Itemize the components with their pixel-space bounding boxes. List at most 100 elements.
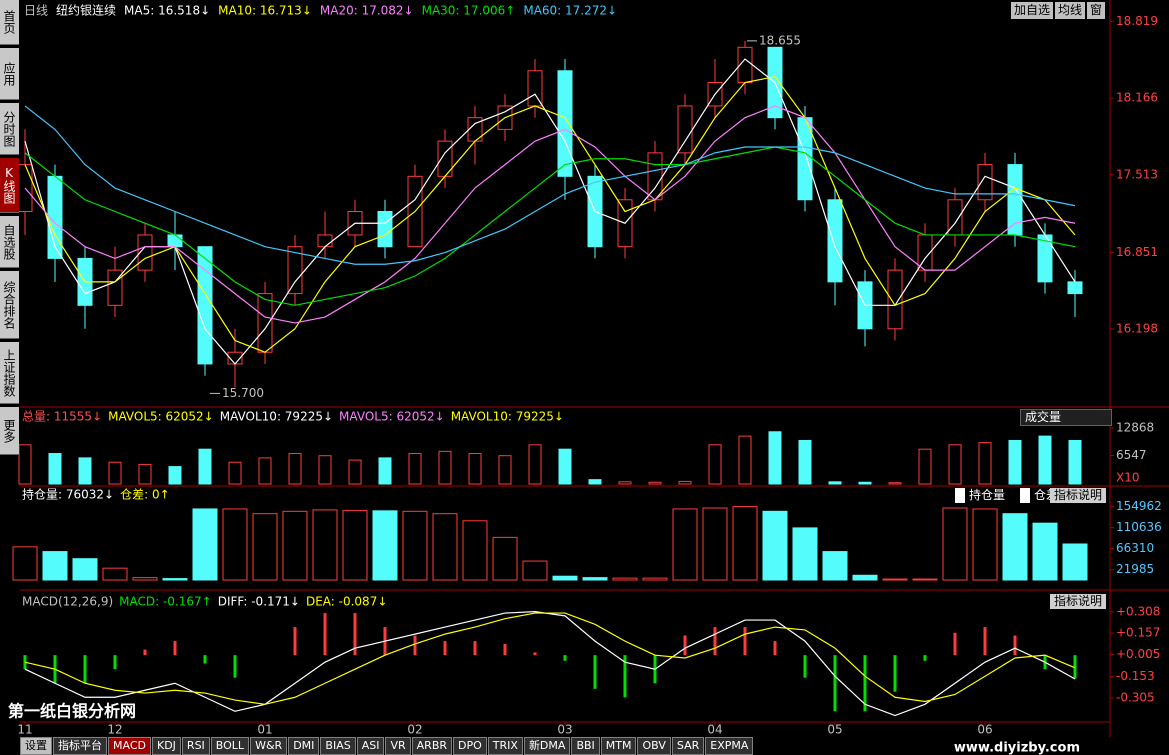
help-button[interactable]: 指标说明	[1050, 488, 1107, 503]
indicator-line	[24, 611, 1076, 717]
bar	[828, 481, 842, 485]
sidebar-tab[interactable]: 综合排名	[0, 271, 19, 339]
y-tick-label: +0.157	[1116, 626, 1160, 640]
y-tick-label: -0.305	[1116, 690, 1155, 704]
candle-body	[1007, 164, 1023, 236]
bar	[408, 453, 422, 485]
checkbox[interactable]: 持仓量	[955, 488, 1010, 503]
bar	[402, 510, 428, 581]
x-tick-label: 12	[107, 723, 122, 737]
y-tick-label: 16.851	[1116, 245, 1158, 259]
top-button[interactable]: 均线	[1054, 2, 1085, 19]
candle-body	[257, 293, 273, 353]
bar	[1062, 543, 1088, 581]
candle-body	[977, 164, 993, 201]
chart-title: 纽约银连续	[56, 3, 116, 18]
bar	[222, 508, 248, 581]
candle-body	[377, 211, 393, 248]
bar	[762, 510, 788, 581]
indicator-tab[interactable]: DPO	[453, 737, 487, 755]
top-button[interactable]: 加自选	[1010, 2, 1053, 19]
indicator-tab[interactable]: ARBR	[411, 737, 453, 755]
sidebar-tab[interactable]: K线图	[0, 158, 19, 213]
bar	[822, 551, 848, 581]
indicator-tab[interactable]: DMI	[288, 737, 320, 755]
bar	[18, 444, 32, 485]
y-tick-label: -0.153	[1116, 669, 1155, 683]
sidebar-tab[interactable]: 上证指数	[0, 342, 19, 404]
indicator-line	[24, 105, 1076, 265]
candle-body	[1067, 281, 1083, 295]
bar	[492, 536, 518, 581]
bar	[678, 480, 692, 485]
bar	[498, 455, 512, 485]
indicator-tab[interactable]: TRIX	[487, 737, 523, 755]
indicator-tab[interactable]: ASI	[356, 737, 385, 755]
legend-item: 总量: 11555↓	[22, 410, 102, 424]
indicator-tab[interactable]: EXPMA	[705, 737, 754, 755]
bar	[882, 578, 908, 581]
legend-item: MA5: 16.518↓	[124, 4, 210, 18]
indicator-tab[interactable]: MTM	[600, 737, 637, 755]
bar	[858, 481, 872, 485]
bar	[258, 457, 272, 485]
indicator-tab[interactable]: 指标平台	[53, 737, 107, 755]
sidebar-tab[interactable]: 应用	[0, 48, 19, 100]
bar	[912, 578, 938, 581]
help-button[interactable]: 指标说明	[1050, 594, 1107, 609]
candle-body	[647, 152, 663, 201]
sidebar-tab[interactable]: 分时图	[0, 103, 19, 155]
bar	[168, 466, 182, 485]
indicator-tab[interactable]: OBV	[637, 737, 671, 755]
y-tick-label: +0.005	[1116, 647, 1160, 661]
bar	[192, 508, 218, 581]
indicator-tab[interactable]: W&R	[250, 737, 288, 755]
indicator-tab[interactable]: BIAS	[320, 737, 356, 755]
y-tick-label: 154962	[1116, 499, 1162, 513]
bar	[558, 448, 572, 485]
volume-dropdown[interactable]: 成交量	[1020, 409, 1112, 426]
x-tick-label: 06	[977, 723, 992, 737]
bar	[432, 513, 458, 581]
indicator-tab[interactable]: BBI	[571, 737, 600, 755]
bar	[108, 461, 122, 485]
indicator-tab[interactable]: KDJ	[151, 737, 181, 755]
candle-body	[887, 269, 903, 330]
bar	[1008, 439, 1022, 485]
indicator-tab[interactable]: VR	[385, 737, 411, 755]
legend-item: 持仓量: 76032↓	[22, 487, 114, 502]
bar	[588, 479, 602, 485]
top-button[interactable]: 窗	[1086, 2, 1105, 19]
y-tick-label: 6547	[1116, 448, 1147, 462]
indicator-tab[interactable]: RSI	[181, 737, 210, 755]
candle-body	[167, 234, 183, 248]
min-label: 15.700	[222, 386, 264, 400]
bar	[612, 577, 638, 581]
indicator-tab[interactable]: 设置	[20, 737, 52, 755]
x-tick-label: 05	[827, 723, 842, 737]
y-tick-label: 66310	[1116, 541, 1154, 555]
max-label: 18.655	[759, 33, 801, 47]
sidebar-tab[interactable]: 首页	[0, 0, 19, 45]
legend-item: MACD(12,26,9)	[22, 595, 113, 609]
y-tick-label: 21985	[1116, 562, 1154, 576]
bar	[318, 455, 332, 485]
bar	[582, 577, 608, 581]
sidebar-tab[interactable]: 自选股	[0, 216, 19, 268]
y-tick-label: 110636	[1116, 520, 1162, 534]
candle-body	[827, 199, 843, 283]
indicator-tab[interactable]: SAR	[671, 737, 705, 755]
legend-item: MA20: 17.082↓	[320, 4, 414, 18]
indicator-tab[interactable]: MACD	[108, 737, 151, 755]
bar	[72, 558, 98, 581]
bar	[918, 448, 932, 485]
indicator-tab[interactable]: BOLL	[210, 737, 250, 755]
bar	[618, 481, 632, 485]
bar	[702, 507, 728, 581]
sidebar-tab[interactable]: 更多	[0, 407, 19, 455]
legend-item: 仓差: 0↑	[120, 488, 170, 502]
y-tick-label: 16.198	[1116, 322, 1158, 336]
indicator-tab[interactable]: 新DMA	[523, 737, 571, 755]
bar	[132, 577, 158, 581]
